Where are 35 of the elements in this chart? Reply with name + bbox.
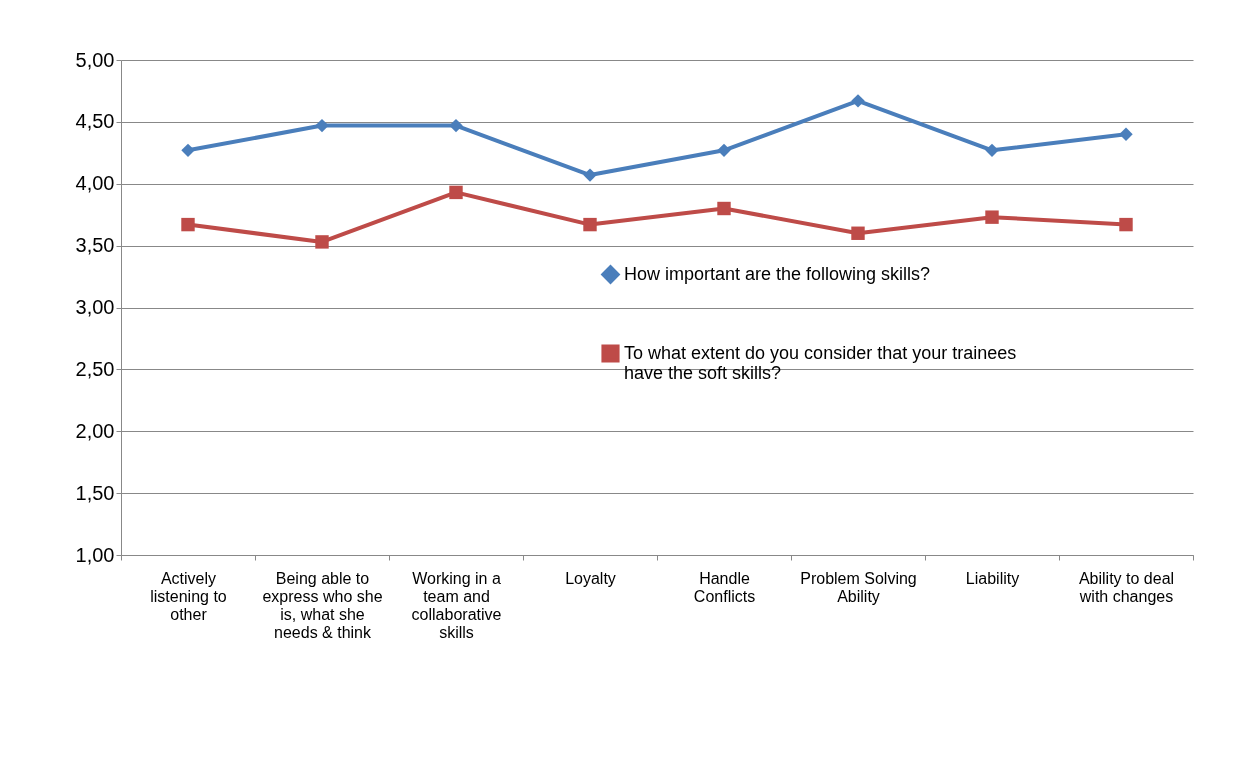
point [985, 143, 999, 158]
point [1119, 127, 1133, 141]
point [315, 118, 329, 133]
point [851, 94, 865, 108]
y-tick-label: 4,50 [75, 110, 115, 133]
point [1119, 217, 1133, 232]
point [449, 118, 463, 133]
x-tick-label: Handle Conflicts [693, 569, 756, 605]
point [583, 217, 597, 232]
point [717, 143, 731, 158]
x-tick-label: Ability to deal with changes [1078, 569, 1175, 605]
x-tick-label: Problem Solving Ability [800, 569, 917, 605]
x-tick-label: Actively listening to other [150, 569, 227, 623]
x-tick-label: Loyalty [565, 569, 616, 587]
point [851, 226, 865, 240]
y-tick-label: 1,00 [75, 543, 115, 566]
point [985, 210, 999, 224]
point [181, 217, 195, 232]
y-tick-label: 5,00 [75, 48, 115, 71]
x-tick-label: Liability [965, 569, 1020, 587]
x-tick-label: Working in a team and collaborative skills [411, 569, 502, 641]
x-tick-label: Being able to express who she is, what she needs & think [262, 569, 383, 641]
legend-label: To what extent do you consider that your trainees have the soft skills? [624, 342, 1017, 383]
point [449, 185, 463, 200]
y-tick-label: 3,00 [75, 296, 115, 318]
y-tick-label: 4,00 [75, 172, 115, 195]
point [583, 168, 597, 182]
y-tick-label: 2,00 [75, 419, 115, 442]
point [181, 143, 195, 158]
legend-label: How important are the following skills? [624, 263, 931, 284]
point [315, 235, 329, 249]
point [717, 201, 731, 216]
y-tick-label: 2,50 [75, 357, 115, 380]
y-tick-label: 1,50 [75, 481, 115, 504]
y-tick-label: 3,50 [75, 234, 115, 257]
